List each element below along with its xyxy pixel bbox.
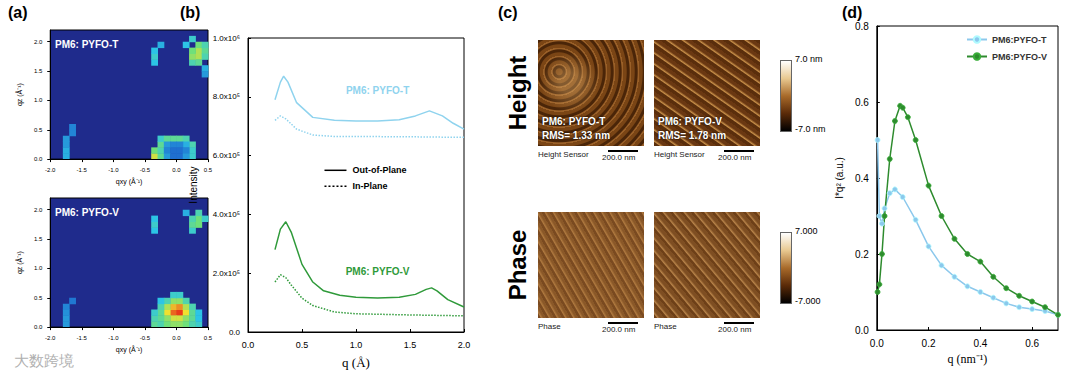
html-text:RMS= 1.78 nm: RMS= 1.78 nm [658, 130, 727, 141]
html-text:PM6: PYFO-T: PM6: PYFO-T [542, 116, 606, 127]
svg-text:0.4: 0.4 [973, 338, 987, 349]
svg-text:0.0: 0.0 [34, 156, 43, 162]
html-text:PM6: PYFO-V: PM6: PYFO-V [658, 116, 722, 127]
svg-text:qz (Å⁻¹): qz (Å⁻¹) [15, 83, 24, 106]
svg-text:0.4: 0.4 [855, 173, 869, 184]
svg-text:0.5: 0.5 [34, 127, 43, 133]
svg-text:qxy (Å⁻¹): qxy (Å⁻¹) [116, 177, 142, 186]
svg-text:8.0x10⁵: 8.0x10⁵ [213, 92, 240, 101]
svg-text:-1.0: -1.0 [108, 335, 119, 341]
svg-text:0.6: 0.6 [1025, 338, 1039, 349]
html-text:-7.000: -7.000 [795, 296, 821, 306]
svg-text:2.0x10⁵: 2.0x10⁵ [213, 269, 240, 278]
svg-text:1.0x10⁶: 1.0x10⁶ [213, 34, 240, 43]
html-text:RMS= 1.33 nm: RMS= 1.33 nm [542, 130, 611, 141]
svg-text:0.2: 0.2 [922, 338, 936, 349]
svg-text:-0.5: -0.5 [140, 167, 151, 173]
svg-text:1.0: 1.0 [34, 265, 43, 271]
html-text:(b): (b) [180, 4, 201, 21]
html-text:Height Sensor: Height Sensor [538, 150, 589, 159]
html-text:200.0 nm: 200.0 nm [602, 325, 636, 334]
svg-text:0.0: 0.0 [870, 338, 884, 349]
svg-text:0.0: 0.0 [172, 335, 181, 341]
svg-text:I*q² (a.u.): I*q² (a.u.) [834, 157, 845, 199]
svg-text:Out-of-Plane: Out-of-Plane [352, 165, 406, 175]
html-text:200.0 nm: 200.0 nm [718, 153, 752, 162]
svg-text:PM6: PYFO-V: PM6: PYFO-V [55, 207, 119, 218]
svg-text:0.5: 0.5 [34, 295, 43, 301]
svg-text:q (nm⁻¹): q (nm⁻¹) [947, 352, 987, 366]
svg-text:q (Å): q (Å) [342, 355, 370, 370]
svg-text:-2.0: -2.0 [45, 167, 56, 173]
svg-text:1.0: 1.0 [350, 340, 363, 350]
svg-text:-1.5: -1.5 [77, 335, 88, 341]
svg-text:1.5: 1.5 [34, 236, 43, 242]
html-text:Height: Height [504, 55, 531, 131]
svg-text:PM6: PYFO-V: PM6: PYFO-V [346, 266, 410, 277]
svg-text:1.0: 1.0 [34, 97, 43, 103]
svg-text:1.5: 1.5 [34, 68, 43, 74]
html-text:(c): (c) [498, 4, 518, 21]
svg-text:0.0: 0.0 [855, 325, 869, 336]
svg-text:0.0: 0.0 [229, 328, 241, 337]
html-text:200.0 nm: 200.0 nm [602, 153, 636, 162]
svg-text:qz (Å⁻¹): qz (Å⁻¹) [15, 251, 24, 274]
svg-text:0.8: 0.8 [855, 21, 869, 32]
html-text:Phase: Phase [654, 322, 677, 331]
svg-text:1.5: 1.5 [404, 340, 417, 350]
svg-text:2.0: 2.0 [34, 207, 43, 213]
html-text:Phase: Phase [538, 322, 561, 331]
svg-text:-2.0: -2.0 [45, 335, 56, 341]
html-text:大数跨境: 大数跨境 [14, 352, 74, 370]
svg-text:0.0: 0.0 [242, 340, 255, 350]
svg-text:0.5: 0.5 [296, 340, 309, 350]
html-text:7.0 nm: 7.0 nm [795, 54, 823, 64]
svg-text:Intensity: Intensity [188, 166, 199, 203]
svg-text:0.6: 0.6 [855, 97, 869, 108]
svg-text:PM6: PYFO-T: PM6: PYFO-T [346, 85, 409, 96]
svg-text:0.0: 0.0 [172, 167, 181, 173]
svg-text:-1.0: -1.0 [108, 167, 119, 173]
html-text:(d): (d) [842, 4, 863, 21]
svg-text:0.5: 0.5 [204, 335, 213, 341]
svg-text:-0.5: -0.5 [140, 335, 151, 341]
svg-text:-1.5: -1.5 [77, 167, 88, 173]
svg-text:4.0x10⁵: 4.0x10⁵ [213, 210, 240, 219]
html-text:200.0 nm: 200.0 nm [718, 325, 752, 334]
svg-text:2.0: 2.0 [34, 39, 43, 45]
html-text:Phase: Phase [504, 229, 531, 301]
svg-text:0.5: 0.5 [204, 167, 213, 173]
svg-text:PM6:PYFO-V: PM6:PYFO-V [992, 52, 1047, 62]
svg-text:In-Plane: In-Plane [352, 181, 387, 191]
svg-text:PM6: PYFO-T: PM6: PYFO-T [55, 39, 118, 50]
svg-text:6.0x10⁵: 6.0x10⁵ [213, 151, 240, 160]
svg-text:0.0: 0.0 [34, 324, 43, 330]
html-text:7.000: 7.000 [795, 226, 818, 236]
svg-text:2.0: 2.0 [458, 340, 471, 350]
svg-text:PM6:PYFO-T: PM6:PYFO-T [992, 35, 1047, 45]
svg-text:0.2: 0.2 [855, 249, 869, 260]
html-text:Height Sensor: Height Sensor [654, 150, 705, 159]
svg-text:qxy (Å⁻¹): qxy (Å⁻¹) [116, 345, 142, 354]
html-text:-7.0 nm: -7.0 nm [795, 124, 826, 134]
html-text:(a): (a) [8, 4, 28, 21]
